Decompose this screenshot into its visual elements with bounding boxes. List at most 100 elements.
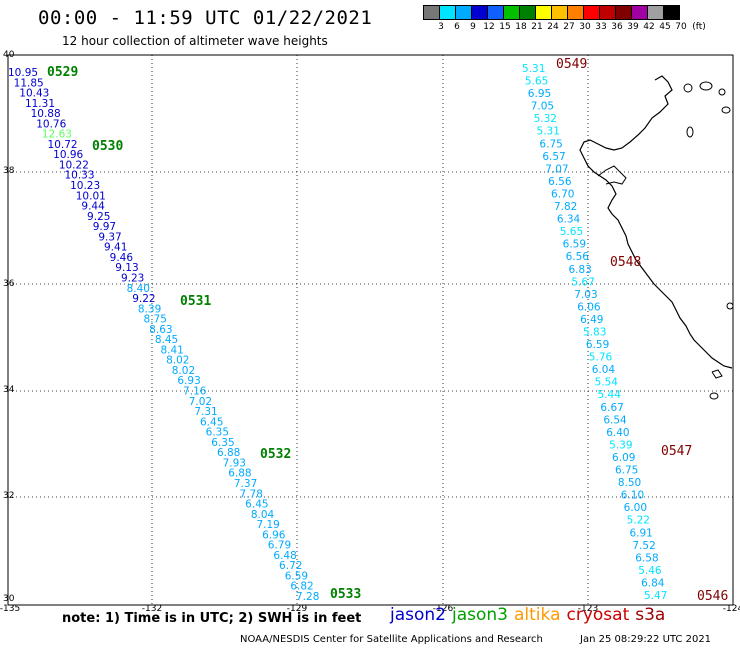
jason2-wave-height-label: 6.82 [290, 581, 313, 593]
cryosat-wave-height-label: 5.54 [595, 377, 619, 389]
legend-tick-label: 21 [531, 22, 543, 32]
satellite-label-jason2: jason2 [390, 605, 446, 625]
jason2-time-label: 0532 [260, 447, 291, 462]
jason2-wave-height-label: 10.96 [53, 149, 83, 161]
coastline [579, 75, 733, 369]
lon-axis-label: -123 [578, 604, 598, 614]
cryosat-time-label: 0548 [610, 255, 641, 270]
cryosat-wave-height-label: 5.65 [525, 76, 548, 88]
cryosat-wave-height-label: 7.52 [632, 540, 655, 552]
lake-outline [721, 106, 731, 114]
lat-axis-label: 36 [3, 279, 15, 289]
jason2-wave-height-label: 10.43 [19, 88, 49, 100]
satellite-label-altika: altika [514, 605, 561, 625]
cryosat-wave-height-label: 6.04 [592, 364, 616, 376]
lon-axis-label: -135 [0, 604, 20, 614]
cryosat-wave-height-label: 5.31 [522, 63, 545, 75]
cryosat-wave-height-label: 6.59 [586, 339, 609, 351]
jason2-wave-height-label: 9.13 [115, 262, 138, 274]
lon-axis-label: -124 [723, 604, 740, 614]
lon-axis-label: -129 [287, 604, 308, 614]
lat-axis-label: 38 [3, 166, 15, 176]
jason2-time-label: 0531 [180, 294, 211, 309]
legend-tick-label: 36 [611, 22, 623, 32]
jason2-wave-height-label: 7.37 [234, 478, 257, 490]
jason2-wave-height-label: 10.72 [48, 139, 78, 151]
jason2-wave-height-label: 7.02 [189, 396, 212, 408]
legend-tick-label: 27 [563, 22, 575, 32]
legend-tick-label: 12 [483, 22, 495, 32]
jason2-wave-height-label: 10.76 [36, 118, 66, 130]
lake-outline [718, 88, 726, 96]
legend-tick-label: (ft) [692, 22, 706, 32]
cryosat-wave-height-label: 6.70 [551, 188, 574, 200]
legend-tick-label: 70 [675, 22, 687, 32]
footer-credit: NOAA/NESDIS Center for Satellite Applica… [240, 634, 543, 645]
cryosat-wave-height-label: 5.44 [598, 389, 622, 401]
legend-tick-label: 15 [499, 22, 511, 32]
jason2-wave-height-label: 6.72 [279, 560, 302, 572]
jason2-wave-height-label: 7.31 [194, 406, 217, 418]
legend-tick-label: 9 [470, 22, 476, 32]
jason2-wave-height-label: 6.45 [200, 416, 223, 428]
cryosat-wave-height-label: 6.59 [563, 239, 586, 251]
jason2-wave-height-label: 6.45 [245, 499, 268, 511]
chart-subtitle: 12 hour collection of altimeter wave hei… [62, 34, 328, 48]
jason2-wave-height-label: 7.28 [296, 591, 319, 603]
cryosat-wave-height-label: 7.05 [531, 101, 554, 113]
jason2-wave-height-label: 9.25 [87, 211, 110, 223]
jason2-wave-height-label: 11.85 [14, 77, 44, 89]
jason2-wave-height-label: 10.22 [59, 159, 89, 171]
cryosat-wave-height-label: 7.03 [574, 289, 597, 301]
legend-tick-label: 24 [547, 22, 559, 32]
legend-tick-label: 18 [515, 22, 527, 32]
jason2-wave-height-label: 6.93 [177, 375, 200, 387]
jason2-wave-height-label: 6.59 [285, 570, 308, 582]
jason2-wave-height-label: 7.19 [256, 519, 279, 531]
cryosat-wave-height-label: 5.76 [589, 352, 613, 364]
legend-swatch [663, 5, 680, 20]
lon-axis-label: -132 [142, 604, 162, 614]
island-outline [711, 369, 723, 379]
jason2-time-label: 0533 [330, 587, 361, 602]
jason2-wave-height-label: 9.23 [121, 272, 144, 284]
jason2-wave-height-label: 9.22 [132, 293, 155, 305]
jason2-wave-height-label: 9.37 [98, 231, 121, 243]
satellite-label-s3a: s3a [635, 605, 666, 625]
lat-axis-label: 40 [3, 50, 15, 60]
jason2-wave-height-label: 9.41 [104, 242, 127, 254]
jason2-wave-height-label: 6.35 [206, 427, 229, 439]
jason2-wave-height-label: 10.95 [8, 67, 38, 79]
cryosat-wave-height-label: 6.75 [615, 465, 638, 477]
lat-axis-label: 34 [3, 385, 15, 395]
lake-outline [683, 83, 693, 93]
jason2-wave-height-label: 8.04 [251, 509, 275, 521]
cryosat-wave-height-label: 8.50 [618, 477, 641, 489]
satellite-legend: jason2 jason3 altika cryosat s3a [390, 605, 671, 625]
cryosat-time-label: 0547 [661, 444, 692, 459]
jason2-wave-height-label: 8.02 [172, 365, 195, 377]
cryosat-wave-height-label: 6.67 [600, 402, 623, 414]
lake-outline [686, 126, 694, 138]
cryosat-wave-height-label: 5.65 [560, 226, 583, 238]
jason2-wave-height-label: 10.33 [64, 170, 94, 182]
jason2-wave-height-label: 9.46 [110, 252, 134, 264]
cryosat-wave-height-label: 6.40 [606, 427, 629, 439]
cryosat-time-label: 0546 [697, 589, 728, 604]
jason2-time-label: 0529 [47, 65, 78, 80]
jason2-wave-height-label: 8.02 [166, 355, 189, 367]
jason2-wave-height-label: 6.79 [268, 540, 291, 552]
cryosat-wave-height-label: 6.83 [568, 264, 591, 276]
jason2-wave-height-label: 8.39 [138, 303, 161, 315]
jason2-wave-height-label: 7.16 [183, 386, 207, 398]
cryosat-time-label: 0549 [556, 57, 587, 72]
cryosat-wave-height-label: 6.56 [548, 176, 572, 188]
cryosat-wave-height-label: 6.75 [539, 138, 562, 150]
cryosat-wave-height-label: 6.91 [629, 527, 652, 539]
jason2-time-label: 0530 [92, 139, 123, 154]
jason2-wave-height-label: 8.75 [144, 314, 167, 326]
cryosat-wave-height-label: 5.67 [571, 276, 594, 288]
legend-tick-label: 6 [454, 22, 460, 32]
cryosat-wave-height-label: 6.10 [621, 490, 644, 502]
legend-tick-label: 33 [595, 22, 607, 32]
